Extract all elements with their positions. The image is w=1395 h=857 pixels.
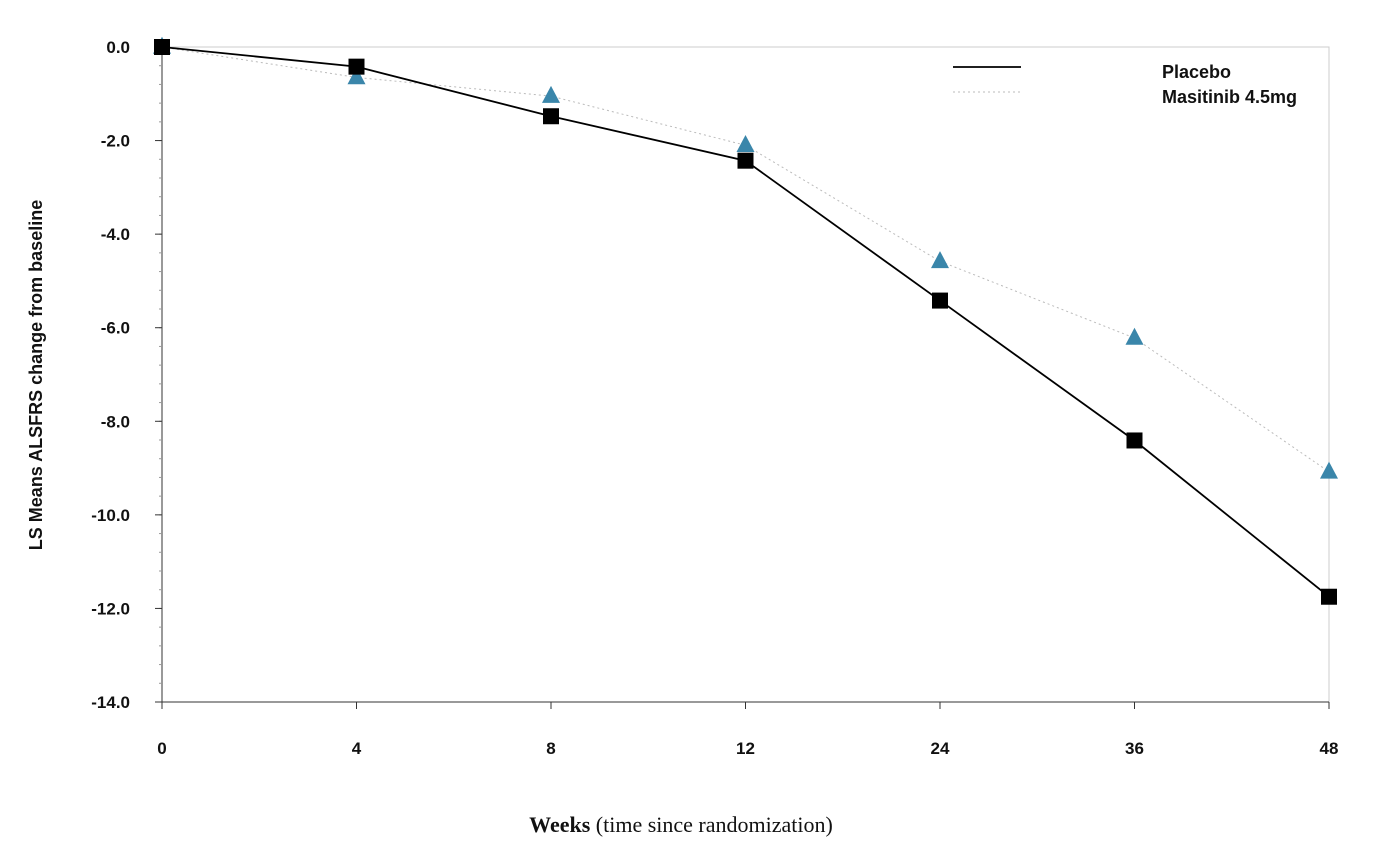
y-tick-label: -6.0 [101, 319, 130, 338]
data-point-triangle [347, 67, 366, 85]
x-tick-label: 48 [1320, 739, 1339, 758]
series-placebo [154, 39, 1337, 605]
data-point-square [543, 108, 559, 125]
x-tick-label: 12 [736, 739, 755, 758]
data-point-triangle [1125, 327, 1144, 345]
y-axis: 0.0 -2.0 -4.0 -6.0 -8.0 -10.0 -12.0 -14.0 [91, 38, 163, 712]
y-axis-label: LS Means ALSFRS change from baseline [26, 200, 46, 550]
legend: Placebo Masitinib 4.5mg [953, 62, 1297, 107]
x-tick-label: 24 [931, 739, 950, 758]
x-tick-label: 0 [157, 739, 166, 758]
x-axis: 0 4 8 12 24 36 48 [157, 701, 1339, 758]
x-axis-label: Weeks (time since randomization) [529, 812, 833, 837]
data-point-triangle [736, 135, 755, 153]
y-tick-label: -12.0 [91, 599, 130, 618]
data-point-square [154, 39, 170, 55]
x-tick-label: 8 [546, 739, 555, 758]
x-tick-label: 4 [352, 739, 362, 758]
series-line [161, 46, 1330, 598]
x-axis-label-bold: Weeks [529, 812, 591, 837]
y-tick-label: -10.0 [91, 506, 130, 525]
series-line [161, 46, 1330, 473]
data-point-square [1321, 588, 1337, 605]
y-tick-label: -4.0 [101, 225, 130, 244]
data-point-square [348, 58, 365, 75]
y-tick-label: -8.0 [101, 412, 130, 431]
series-masitinib [153, 36, 1338, 479]
data-point-square [737, 152, 754, 169]
x-tick-label: 36 [1125, 739, 1144, 758]
legend-label-masitinib: Masitinib 4.5mg [1162, 87, 1297, 107]
y-tick-label: -2.0 [101, 132, 130, 151]
x-axis-label-rest: (time since randomization) [590, 812, 833, 837]
y-tick-label: -14.0 [91, 693, 130, 712]
data-point-triangle [931, 251, 949, 269]
series-layer [153, 36, 1338, 605]
legend-label-placebo: Placebo [1162, 62, 1231, 82]
data-point-square [1126, 432, 1143, 449]
data-point-triangle [542, 85, 560, 103]
y-tick-label: 0.0 [106, 38, 130, 57]
data-point-square [932, 292, 948, 309]
data-point-triangle [1320, 461, 1338, 479]
